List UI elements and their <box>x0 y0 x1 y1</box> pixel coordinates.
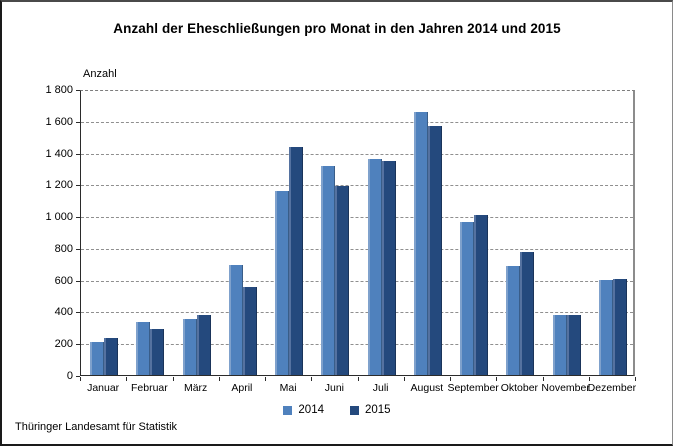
bar-2015 <box>474 214 489 375</box>
x-tick <box>218 377 220 381</box>
y-tick-label: 400 <box>54 306 73 319</box>
gridline <box>81 280 633 282</box>
x-axis-label: Februar <box>130 382 168 394</box>
x-axis-label: September <box>447 382 499 394</box>
gridline <box>81 121 633 123</box>
chart-title: Anzahl der Eheschließungen pro Monat in … <box>113 21 561 36</box>
y-tick <box>76 217 80 219</box>
gridline <box>81 344 633 346</box>
x-tick <box>265 377 266 381</box>
bar-2014 <box>182 318 197 375</box>
bar-2014 <box>90 342 105 375</box>
bar-2015 <box>104 338 119 375</box>
gridline <box>81 153 633 155</box>
y-tick <box>76 153 80 155</box>
bar-2014 <box>460 221 475 375</box>
plot-area <box>80 90 635 376</box>
x-tick <box>172 377 174 381</box>
y-tick <box>76 312 80 314</box>
x-axis-label: August <box>410 382 444 394</box>
x-axis-label: März <box>183 382 208 394</box>
x-tick <box>635 377 636 381</box>
legend-item: 2015 <box>350 404 391 416</box>
y-tick-label: 1 400 <box>45 147 73 160</box>
x-tick <box>403 377 405 381</box>
gridline <box>81 248 633 250</box>
y-tick-label: 800 <box>54 242 73 255</box>
bar-2014 <box>552 315 567 375</box>
x-tick <box>311 377 313 381</box>
gridline <box>81 185 633 187</box>
bar-2014 <box>367 158 382 375</box>
bar-2015 <box>289 147 304 375</box>
x-tick <box>542 377 544 381</box>
legend-swatch-2015 <box>350 405 359 415</box>
y-tick <box>76 90 80 91</box>
y-tick <box>76 185 80 187</box>
y-tick <box>76 376 80 377</box>
bar-2015 <box>196 314 211 375</box>
gridline <box>81 217 633 219</box>
x-axis-label: Januar <box>87 382 120 394</box>
y-tick-label: 1 600 <box>45 115 73 128</box>
x-tick <box>450 377 451 381</box>
x-tick <box>588 377 590 381</box>
bar-2014 <box>136 321 151 375</box>
gridline <box>81 312 633 314</box>
x-axis-label: Dezember <box>587 382 637 394</box>
bar-2015 <box>150 328 165 375</box>
x-axis-label: Juni <box>324 382 345 394</box>
legend-item: 2014 <box>283 404 324 416</box>
y-tick-label: 1 200 <box>45 179 73 192</box>
x-tick <box>126 377 128 381</box>
x-axis-label: Oktober <box>500 382 539 394</box>
bar-2015 <box>242 286 257 375</box>
x-axis-label: Juli <box>372 382 389 394</box>
bar-2014 <box>321 166 336 375</box>
x-tick <box>80 377 81 381</box>
legend-label: 2014 <box>298 404 324 416</box>
y-tick <box>76 121 80 123</box>
legend: 2014 2015 <box>2 404 672 416</box>
y-tick-label: 1 000 <box>45 211 73 224</box>
bar-2015 <box>520 251 535 375</box>
x-axis-label: Mai <box>279 382 297 394</box>
y-tick <box>76 248 80 250</box>
x-axis-label: November <box>541 382 590 394</box>
x-tick <box>496 377 498 381</box>
legend-swatch-2014 <box>283 405 293 415</box>
y-tick-label: 1 800 <box>45 84 73 96</box>
y-axis-title: Anzahl <box>83 68 117 80</box>
bar-2015 <box>427 126 442 375</box>
y-tick-label: 200 <box>54 338 73 351</box>
bar-2014 <box>413 112 428 375</box>
x-tick <box>357 377 359 381</box>
bar-2014 <box>598 280 613 375</box>
y-tick-label: 0 <box>66 370 73 382</box>
bar-2015 <box>566 315 581 375</box>
bar-2015 <box>612 278 627 375</box>
x-axis-label: April <box>231 382 253 394</box>
bar-2014 <box>506 266 521 375</box>
bar-2014 <box>275 190 290 375</box>
bar-2014 <box>228 265 243 375</box>
bar-2015 <box>381 161 396 375</box>
y-tick <box>76 280 80 282</box>
y-tick-label: 600 <box>54 274 73 287</box>
legend-label: 2015 <box>365 404 391 416</box>
y-tick <box>76 344 80 346</box>
source-text: Thüringer Landesamt für Statistik <box>15 421 178 433</box>
bar-2015 <box>335 185 350 375</box>
